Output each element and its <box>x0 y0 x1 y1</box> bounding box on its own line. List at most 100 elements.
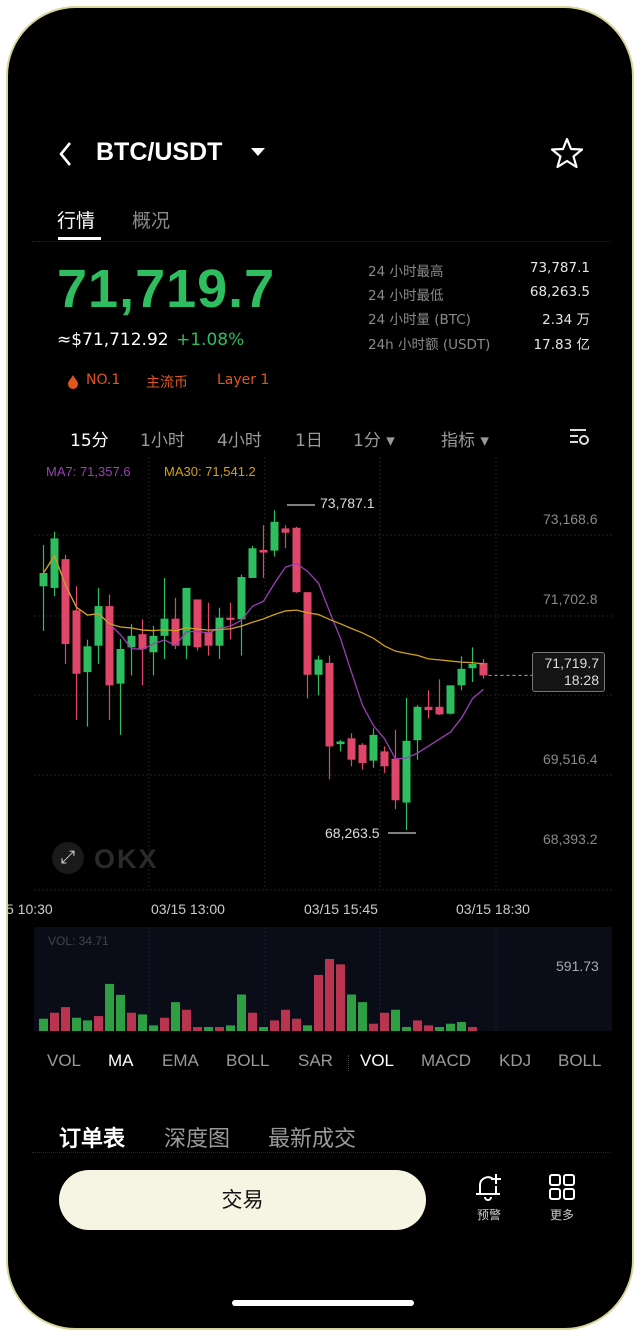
volume-bar <box>50 1012 59 1031</box>
candle-body <box>358 744 367 763</box>
trade-button[interactable]: 交易 <box>59 1170 426 1230</box>
volume-bar <box>369 1023 378 1031</box>
candle-body <box>391 758 400 801</box>
chart-settings-icon[interactable] <box>568 426 592 446</box>
candle-body <box>204 631 213 646</box>
volume-bar <box>380 1012 389 1031</box>
tab-latest-trades[interactable]: 最新成交 <box>268 1127 357 1152</box>
candle-body <box>424 706 433 711</box>
volume-bar <box>226 1025 235 1031</box>
indicator-kdj[interactable]: KDJ <box>499 1051 532 1070</box>
star-icon[interactable] <box>550 136 584 170</box>
volume-bar <box>204 1027 213 1031</box>
candle-body <box>281 528 290 533</box>
tab-depth-chart[interactable]: 深度图 <box>164 1127 231 1152</box>
timeframe-15m[interactable]: 15分 <box>70 431 109 451</box>
indicator-boll[interactable]: BOLL <box>226 1051 270 1070</box>
back-icon[interactable] <box>56 140 76 168</box>
candle-body <box>248 548 257 578</box>
expand-icon[interactable]: ⤢ <box>52 842 84 874</box>
candle-body <box>72 610 81 674</box>
volume-bar <box>424 1025 433 1031</box>
volume-bar <box>105 983 114 1031</box>
indicator-vol[interactable]: VOL <box>47 1051 82 1070</box>
candle-body <box>369 734 378 761</box>
candle-body <box>138 634 147 649</box>
candle-body <box>127 635 136 648</box>
candle-body <box>457 668 466 686</box>
volume-bar <box>358 1002 367 1031</box>
volume-bar <box>61 1007 70 1031</box>
timeframe-more[interactable]: 1分 ▾ <box>353 431 395 451</box>
volume-bar <box>314 974 323 1031</box>
grid-icon <box>549 1174 575 1200</box>
indicator-ma[interactable]: MA <box>108 1051 134 1070</box>
volume-bar <box>149 1025 158 1031</box>
current-price-tag: 71,719.7 18:28 <box>532 652 605 692</box>
tab-overview[interactable]: 概况 <box>132 210 171 232</box>
candle-body <box>182 587 191 646</box>
volume-bar <box>72 1017 81 1031</box>
tag-rank[interactable]: NO.1 <box>86 372 121 388</box>
volume-bar <box>292 1018 301 1031</box>
indicator-sar[interactable]: SAR <box>298 1051 333 1070</box>
stat-value: 68,263.5 <box>529 284 590 300</box>
tag-mainstream[interactable]: 主流币 <box>146 375 188 391</box>
candle-body <box>446 685 455 714</box>
y-tick-label: 69,516.4 <box>543 751 598 767</box>
volume-bar <box>270 1020 279 1031</box>
timeframe-4h[interactable]: 4小时 <box>217 431 262 451</box>
stat-label: 24 小时最低 <box>368 288 444 304</box>
volume-bar <box>248 1012 257 1031</box>
timeframe-1h[interactable]: 1小时 <box>140 431 185 451</box>
indicator-macd[interactable]: MACD <box>421 1051 472 1070</box>
volume-bar <box>468 1027 477 1031</box>
low-marker-label: 68,263.5 <box>325 825 380 841</box>
volume-bar <box>138 1014 147 1031</box>
home-indicator[interactable] <box>232 1300 414 1306</box>
tab-market[interactable]: 行情 <box>57 210 96 232</box>
volume-bar <box>391 1009 400 1031</box>
volume-bar <box>336 964 345 1031</box>
volume-bar <box>160 1017 169 1031</box>
candlestick-chart[interactable] <box>6 6 634 1042</box>
volume-bar <box>127 1012 136 1031</box>
tab-order-book[interactable]: 订单表 <box>59 1127 126 1152</box>
x-tick-label: 03/15 18:30 <box>456 901 530 917</box>
candle-body <box>105 606 114 686</box>
caret-down-icon[interactable] <box>250 146 266 158</box>
candle-body <box>325 662 334 747</box>
volume-max-label: 591.73 <box>556 958 599 974</box>
timeframe-1d[interactable]: 1日 <box>295 431 323 451</box>
more-button[interactable]: 更多 <box>541 1172 583 1223</box>
price-change: +1.08% <box>176 330 245 350</box>
divider <box>32 241 610 242</box>
candle-body <box>237 577 246 620</box>
tab-underline <box>58 237 101 240</box>
usd-price: ≈$71,712.92 <box>57 330 169 350</box>
tag-layer1[interactable]: Layer 1 <box>217 372 270 388</box>
volume-bar <box>446 1023 455 1031</box>
volume-bar <box>413 1020 422 1031</box>
candle-countdown: 18:28 <box>563 672 599 688</box>
indicator-separator <box>348 1055 349 1071</box>
candle-body <box>468 663 477 669</box>
pair-title[interactable]: BTC/USDT <box>96 138 223 166</box>
x-tick-label: 03/15 15:45 <box>304 901 378 917</box>
candle-body <box>215 617 224 646</box>
okx-watermark: OKX <box>94 844 159 874</box>
indicator-ema[interactable]: EMA <box>162 1051 199 1070</box>
ma7-legend: MA7: 71,357.6 <box>46 464 131 479</box>
volume-bar <box>39 1018 48 1031</box>
candle-body <box>347 738 356 760</box>
indicator-vol-sub[interactable]: VOL <box>360 1051 395 1070</box>
phone-screen: BTC/USDT 行情 概况 71,719.7 ≈$71,712.92 +1.0… <box>6 6 634 1330</box>
candle-body <box>303 592 312 675</box>
candle-body <box>226 617 235 620</box>
indicator-dropdown[interactable]: 指标 ▾ <box>441 431 489 451</box>
indicator-boll-sub[interactable]: BOLL <box>558 1051 602 1070</box>
alert-button[interactable]: 预警 <box>468 1172 510 1223</box>
more-label: 更多 <box>549 1208 574 1222</box>
volume-bar <box>193 1027 202 1031</box>
volume-bar <box>171 1002 180 1031</box>
